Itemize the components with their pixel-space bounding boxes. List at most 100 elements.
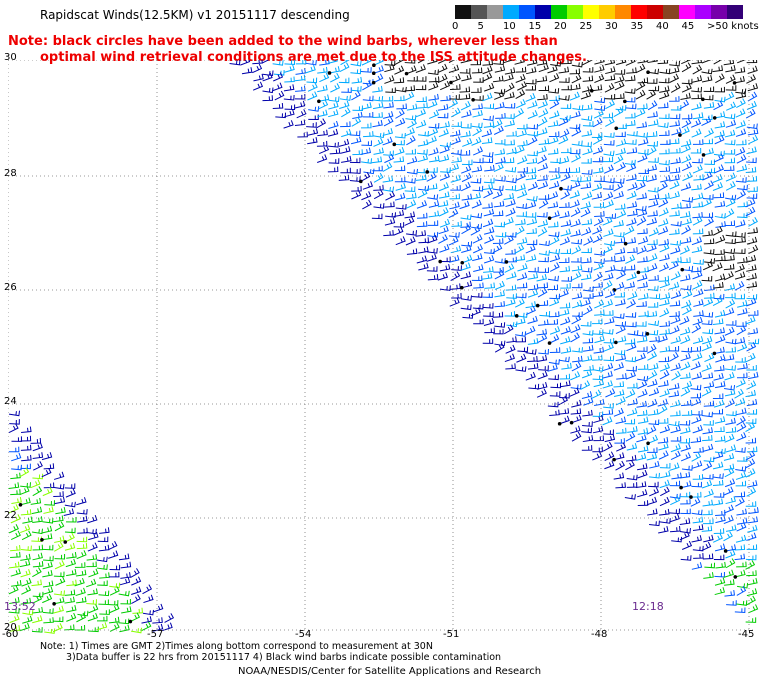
- wind-barb: [671, 256, 682, 263]
- wind-barb: [735, 497, 745, 507]
- wind-barb: [525, 325, 536, 335]
- wind-barb: [702, 434, 713, 442]
- contamination-marker: [723, 549, 728, 553]
- wind-barb: [427, 274, 439, 281]
- wind-barb: [372, 85, 383, 93]
- wind-barb: [659, 68, 671, 75]
- wind-barb: [602, 280, 613, 291]
- wind-barb: [21, 530, 32, 541]
- wind-barb: [668, 281, 680, 290]
- wind-barb: [527, 181, 538, 191]
- wind-barb: [294, 93, 306, 100]
- wind-barb: [691, 75, 703, 83]
- wind-barb: [19, 486, 30, 496]
- wind-barb: [691, 102, 702, 111]
- wind-barb: [429, 109, 440, 119]
- wind-barb: [571, 245, 582, 255]
- colorbar-label: 0: [452, 21, 459, 32]
- wind-barb: [66, 612, 77, 622]
- wind-barb: [87, 515, 98, 524]
- wind-barb: [571, 257, 582, 263]
- wind-barb: [153, 603, 164, 613]
- wind-barb: [637, 445, 649, 453]
- wind-barb: [712, 65, 724, 73]
- wind-barb: [505, 344, 516, 354]
- wind-barb-map: [8, 60, 760, 634]
- wind-barb: [32, 442, 43, 452]
- wind-barb: [8, 446, 20, 453]
- wind-barb: [614, 80, 625, 91]
- wind-barb: [734, 66, 746, 74]
- wind-barb: [572, 347, 584, 353]
- wind-barb: [538, 138, 550, 146]
- wind-barb: [701, 319, 713, 326]
- wind-barb: [483, 248, 495, 255]
- wind-barb: [252, 81, 264, 91]
- wind-barb: [682, 289, 693, 299]
- wind-barb: [571, 300, 583, 309]
- wind-barb: [692, 352, 703, 361]
- wind-barb: [592, 318, 603, 325]
- wind-barb: [594, 309, 605, 316]
- wind-barb: [712, 393, 724, 399]
- wind-barb: [42, 544, 54, 551]
- wind-barb: [726, 101, 737, 111]
- wind-barb: [691, 451, 702, 462]
- wind-barb: [493, 125, 504, 135]
- wind-speed-colorbar: [455, 5, 743, 19]
- wind-barb: [515, 183, 526, 192]
- wind-barb: [64, 596, 75, 604]
- wind-barb: [360, 172, 371, 182]
- wind-barb: [118, 618, 130, 625]
- wind-barb: [558, 308, 570, 317]
- wind-barb: [737, 60, 746, 64]
- wind-barb: [647, 263, 658, 272]
- wind-barb: [64, 589, 76, 596]
- wind-barb: [262, 95, 274, 102]
- wind-barb: [426, 135, 437, 145]
- wind-barb: [406, 135, 416, 146]
- wind-barb: [505, 166, 517, 173]
- latitude-label: 22: [4, 510, 17, 521]
- wind-barb: [9, 596, 20, 604]
- wind-barb: [87, 542, 98, 552]
- wind-barb: [273, 72, 284, 82]
- wind-barb: [505, 185, 517, 191]
- wind-barb: [747, 524, 758, 533]
- wind-barb: [229, 60, 241, 66]
- contamination-marker: [359, 179, 363, 184]
- wind-barb: [658, 275, 670, 282]
- wind-barb: [592, 354, 603, 361]
- wind-barb: [736, 189, 747, 200]
- wind-barb: [592, 374, 604, 381]
- wind-barb: [571, 271, 582, 281]
- wind-barb: [162, 622, 173, 632]
- wind-barb: [10, 544, 21, 552]
- contamination-marker: [327, 71, 332, 75]
- wind-barb: [66, 579, 77, 587]
- wind-barb: [692, 192, 704, 201]
- wind-barb: [679, 518, 691, 525]
- wind-barb: [613, 472, 625, 480]
- wind-barb: [627, 330, 639, 336]
- wind-barb: [581, 257, 592, 264]
- wind-barb: [525, 78, 537, 85]
- wind-barb: [66, 568, 77, 577]
- wind-barb: [440, 80, 451, 91]
- wind-barb: [383, 116, 394, 127]
- colorbar-label: 20: [554, 21, 567, 32]
- wind-barb: [548, 167, 560, 173]
- colorbar-label: 45: [681, 21, 695, 32]
- wind-barb: [659, 243, 670, 253]
- wind-barb: [637, 375, 649, 382]
- wind-barb: [569, 199, 580, 209]
- longitude-label: -60: [2, 629, 19, 640]
- wind-barb: [548, 248, 561, 255]
- wind-barb: [635, 63, 646, 74]
- wind-barb: [637, 103, 648, 110]
- wind-barb: [647, 100, 658, 111]
- wind-barb: [525, 85, 537, 91]
- wind-barb: [646, 164, 658, 172]
- wind-barb: [571, 140, 583, 147]
- contamination-marker: [645, 332, 650, 336]
